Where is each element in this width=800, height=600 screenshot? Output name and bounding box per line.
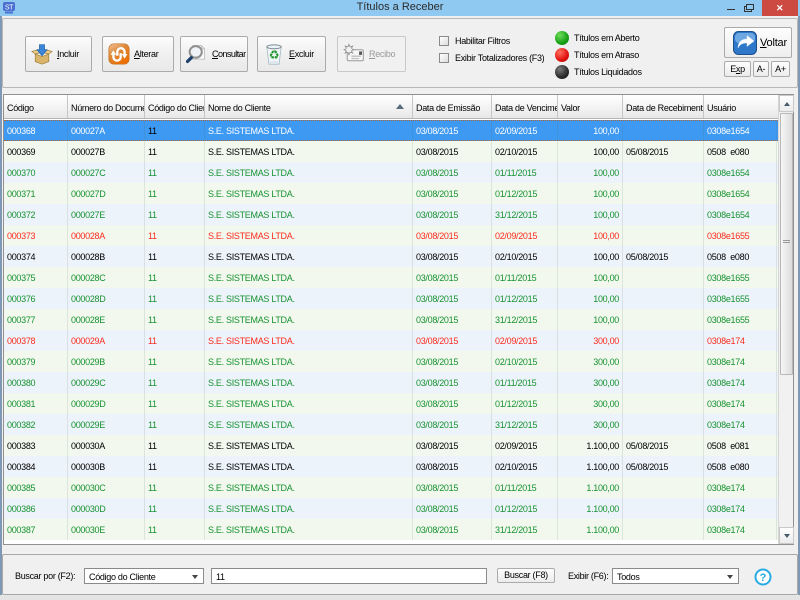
svg-text:ST: ST — [5, 5, 14, 12]
svg-text:♻: ♻ — [269, 48, 280, 62]
svg-text:?: ? — [760, 572, 767, 584]
